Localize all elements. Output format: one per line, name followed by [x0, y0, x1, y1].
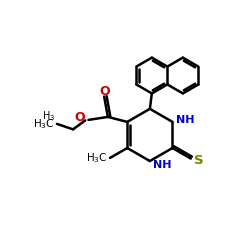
- Text: S: S: [194, 154, 203, 166]
- Text: H$_3$C: H$_3$C: [86, 152, 108, 165]
- Text: NH: NH: [153, 160, 171, 170]
- Text: H$_3$C: H$_3$C: [33, 117, 55, 131]
- Text: O: O: [99, 85, 110, 98]
- Text: H$_3$: H$_3$: [42, 110, 55, 124]
- Text: O: O: [75, 111, 86, 124]
- Text: NH: NH: [176, 116, 195, 126]
